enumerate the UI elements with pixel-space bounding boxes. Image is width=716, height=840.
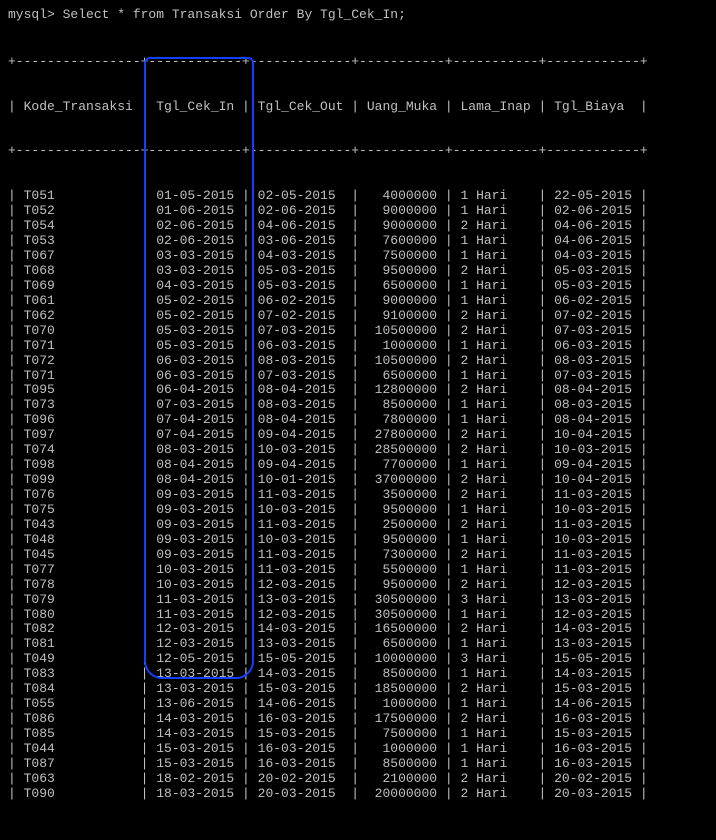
mysql-prompt[interactable]: mysql> Select * from Transaksi Order By … [8, 8, 708, 23]
table-row: | T095 | 06-04-2015 | 08-04-2015 | 12800… [8, 383, 708, 398]
table-row: | T044 | 15-03-2015 | 16-03-2015 | 10000… [8, 742, 708, 757]
table-row: | T087 | 15-03-2015 | 16-03-2015 | 85000… [8, 757, 708, 772]
table-row: | T099 | 08-04-2015 | 10-01-2015 | 37000… [8, 473, 708, 488]
table-row: | T049 | 12-05-2015 | 15-05-2015 | 10000… [8, 652, 708, 667]
table-row: | T043 | 09-03-2015 | 11-03-2015 | 25000… [8, 518, 708, 533]
separator-top: +----------------+------------+---------… [8, 55, 708, 70]
table-row: | T067 | 03-03-2015 | 04-03-2015 | 75000… [8, 249, 708, 264]
table-row: | T076 | 09-03-2015 | 11-03-2015 | 35000… [8, 488, 708, 503]
table-row: | T081 | 12-03-2015 | 13-03-2015 | 65000… [8, 637, 708, 652]
table-row: | T082 | 12-03-2015 | 14-03-2015 | 16500… [8, 622, 708, 637]
table-row: | T077 | 10-03-2015 | 11-03-2015 | 55000… [8, 563, 708, 578]
table-row: | T085 | 14-03-2015 | 15-03-2015 | 75000… [8, 727, 708, 742]
table-row: | T079 | 11-03-2015 | 13-03-2015 | 30500… [8, 593, 708, 608]
data-rows: | T051 | 01-05-2015 | 02-05-2015 | 40000… [8, 189, 708, 801]
table-row: | T061 | 05-02-2015 | 06-02-2015 | 90000… [8, 294, 708, 309]
table-row: | T098 | 08-04-2015 | 09-04-2015 | 77000… [8, 458, 708, 473]
header-row: | Kode_Transaksi | Tgl_Cek_In | Tgl_Cek_… [8, 100, 708, 115]
table-row: | T045 | 09-03-2015 | 11-03-2015 | 73000… [8, 548, 708, 563]
table-row: | T051 | 01-05-2015 | 02-05-2015 | 40000… [8, 189, 708, 204]
table-row: | T071 | 06-03-2015 | 07-03-2015 | 65000… [8, 369, 708, 384]
table-row: | T097 | 07-04-2015 | 09-04-2015 | 27800… [8, 428, 708, 443]
table-row: | T075 | 09-03-2015 | 10-03-2015 | 95000… [8, 503, 708, 518]
table-row: | T083 | 13-03-2015 | 14-03-2015 | 85000… [8, 667, 708, 682]
table-row: | T069 | 04-03-2015 | 05-03-2015 | 65000… [8, 279, 708, 294]
result-table-wrap: +----------------+------------+---------… [8, 25, 708, 832]
table-row: | T078 | 10-03-2015 | 12-03-2015 | 95000… [8, 578, 708, 593]
table-row: | T084 | 13-03-2015 | 15-03-2015 | 18500… [8, 682, 708, 697]
table-row: | T080 | 11-03-2015 | 12-03-2015 | 30500… [8, 608, 708, 623]
table-row: | T063 | 18-02-2015 | 20-02-2015 | 21000… [8, 772, 708, 787]
table-row: | T052 | 01-06-2015 | 02-06-2015 | 90000… [8, 204, 708, 219]
table-row: | T072 | 06-03-2015 | 08-03-2015 | 10500… [8, 354, 708, 369]
table-row: | T054 | 02-06-2015 | 04-06-2015 | 90000… [8, 219, 708, 234]
table-row: | T070 | 05-03-2015 | 07-03-2015 | 10500… [8, 324, 708, 339]
table-row: | T090 | 18-03-2015 | 20-03-2015 | 20000… [8, 787, 708, 802]
table-row: | T074 | 08-03-2015 | 10-03-2015 | 28500… [8, 443, 708, 458]
table-row: | T048 | 09-03-2015 | 10-03-2015 | 95000… [8, 533, 708, 548]
table-row: | T096 | 07-04-2015 | 08-04-2015 | 78000… [8, 413, 708, 428]
table-row: | T055 | 13-06-2015 | 14-06-2015 | 10000… [8, 697, 708, 712]
table-row: | T062 | 05-02-2015 | 07-02-2015 | 91000… [8, 309, 708, 324]
table-row: | T053 | 02-06-2015 | 03-06-2015 | 76000… [8, 234, 708, 249]
table-row: | T086 | 14-03-2015 | 16-03-2015 | 17500… [8, 712, 708, 727]
separator-mid: +----------------+------------+---------… [8, 144, 708, 159]
table-row: | T068 | 03-03-2015 | 05-03-2015 | 95000… [8, 264, 708, 279]
table-row: | T071 | 05-03-2015 | 06-03-2015 | 10000… [8, 339, 708, 354]
table-row: | T073 | 07-03-2015 | 08-03-2015 | 85000… [8, 398, 708, 413]
